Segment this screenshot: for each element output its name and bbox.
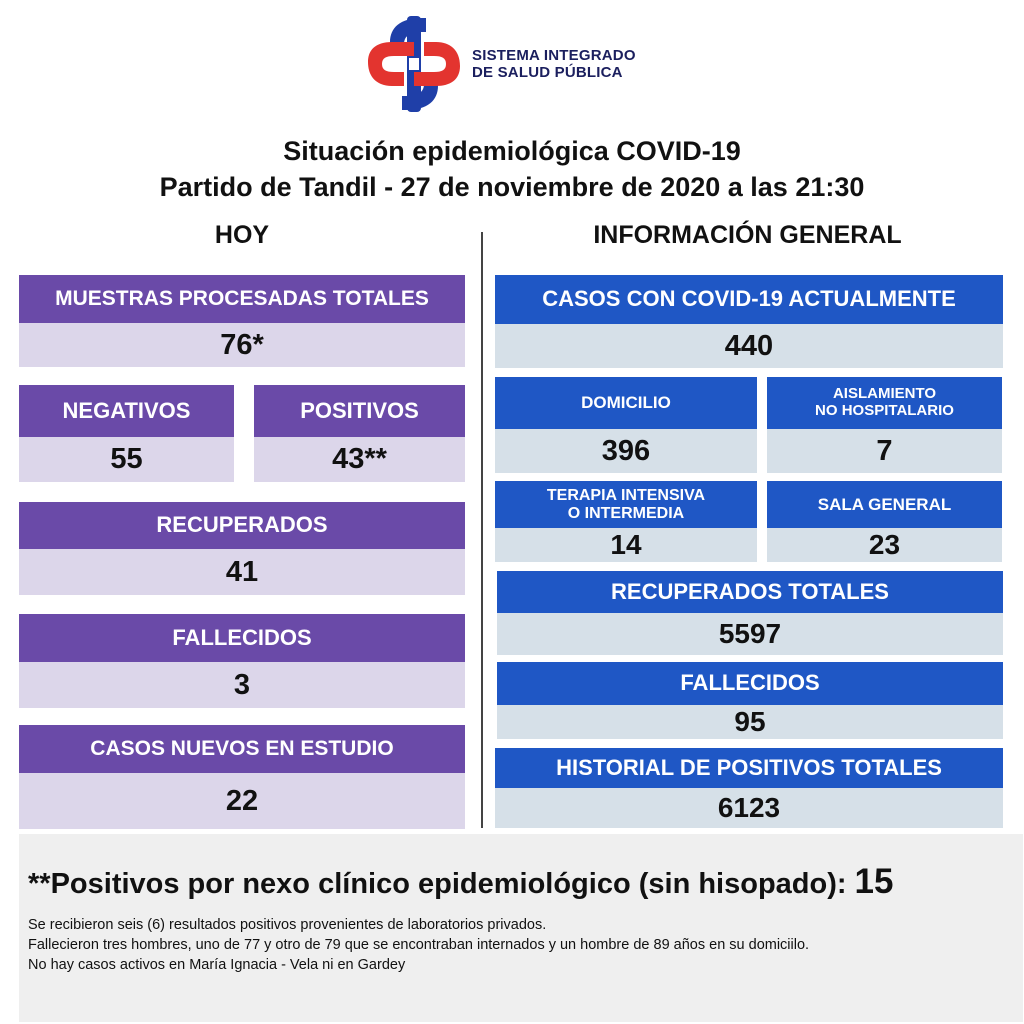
sala-general-header: SALA GENERAL [767,481,1002,528]
casos-actuales-header: CASOS CON COVID-19 ACTUALMENTE [495,275,1003,324]
casos-actuales-value: 440 [495,324,1003,368]
sisp-logo-icon [364,14,464,114]
notes-text: Se recibieron seis (6) resultados positi… [28,915,809,975]
recuperados-value: 41 [19,549,465,595]
casos-nuevos-value: 22 [19,773,465,829]
page-title: Situación epidemiológica COVID-19 [283,136,741,166]
fallecidos-totales-value: 95 [497,705,1003,739]
notes-box [19,834,1023,1022]
right-column-heading: INFORMACIÓN GENERAL [593,221,902,249]
terapia-header: TERAPIA INTENSIVA O INTERMEDIA [495,481,757,528]
recuperados-totales-value: 5597 [497,613,1003,655]
aislamiento-label-2: NO HOSPITALARIO [815,402,954,419]
positivos-value: 43** [254,437,465,482]
note-line: No hay casos activos en María Ignacia - … [28,957,406,973]
terapia-value: 14 [495,528,757,562]
aislamiento-value: 7 [767,429,1002,473]
fallecidos-totales-header: FALLECIDOS [497,662,1003,705]
nexo-clinico-line: **Positivos por nexo clínico epidemiológ… [28,862,893,902]
aislamiento-label-1: AISLAMIENTO [832,385,937,403]
logo-line-2: DE SALUD PÚBLICA [472,64,623,81]
note-line: Se recibieron seis (6) resultados positi… [28,917,547,933]
recuperados-header: RECUPERADOS [19,502,465,549]
negativos-header: NEGATIVOS [19,385,234,437]
nexo-clinico-label: **Positivos por nexo clínico epidemiológ… [28,868,847,900]
page-subtitle: Partido de Tandil - 27 de noviembre de 2… [159,172,865,202]
logo-text: SISTEMA INTEGRADO DE SALUD PÚBLICA [472,47,636,81]
historial-value: 6123 [495,788,1003,828]
terapia-label-1: TERAPIA INTENSIVA [546,486,706,504]
muestras-value: 76* [19,323,465,367]
nexo-clinico-value: 15 [854,862,894,901]
muestras-header: MUESTRAS PROCESADAS TOTALES [19,275,465,323]
domicilio-value: 396 [495,429,757,473]
column-divider [481,232,483,828]
logo-line-1: SISTEMA INTEGRADO [472,47,636,64]
fallecidos-hoy-header: FALLECIDOS [19,614,465,662]
note-line: Fallecieron tres hombres, uno de 77 y ot… [28,937,810,953]
positivos-header: POSITIVOS [254,385,465,437]
left-column-heading: HOY [214,221,270,249]
negativos-value: 55 [19,437,234,482]
recuperados-totales-header: RECUPERADOS TOTALES [497,571,1003,613]
fallecidos-hoy-value: 3 [19,662,465,708]
historial-header: HISTORIAL DE POSITIVOS TOTALES [495,748,1003,788]
domicilio-header: DOMICILIO [495,377,757,429]
sala-general-value: 23 [767,528,1002,562]
terapia-label-2: O INTERMEDIA [567,504,685,522]
aislamiento-header: AISLAMIENTO NO HOSPITALARIO [767,377,1002,429]
casos-nuevos-header: CASOS NUEVOS EN ESTUDIO [19,725,465,773]
